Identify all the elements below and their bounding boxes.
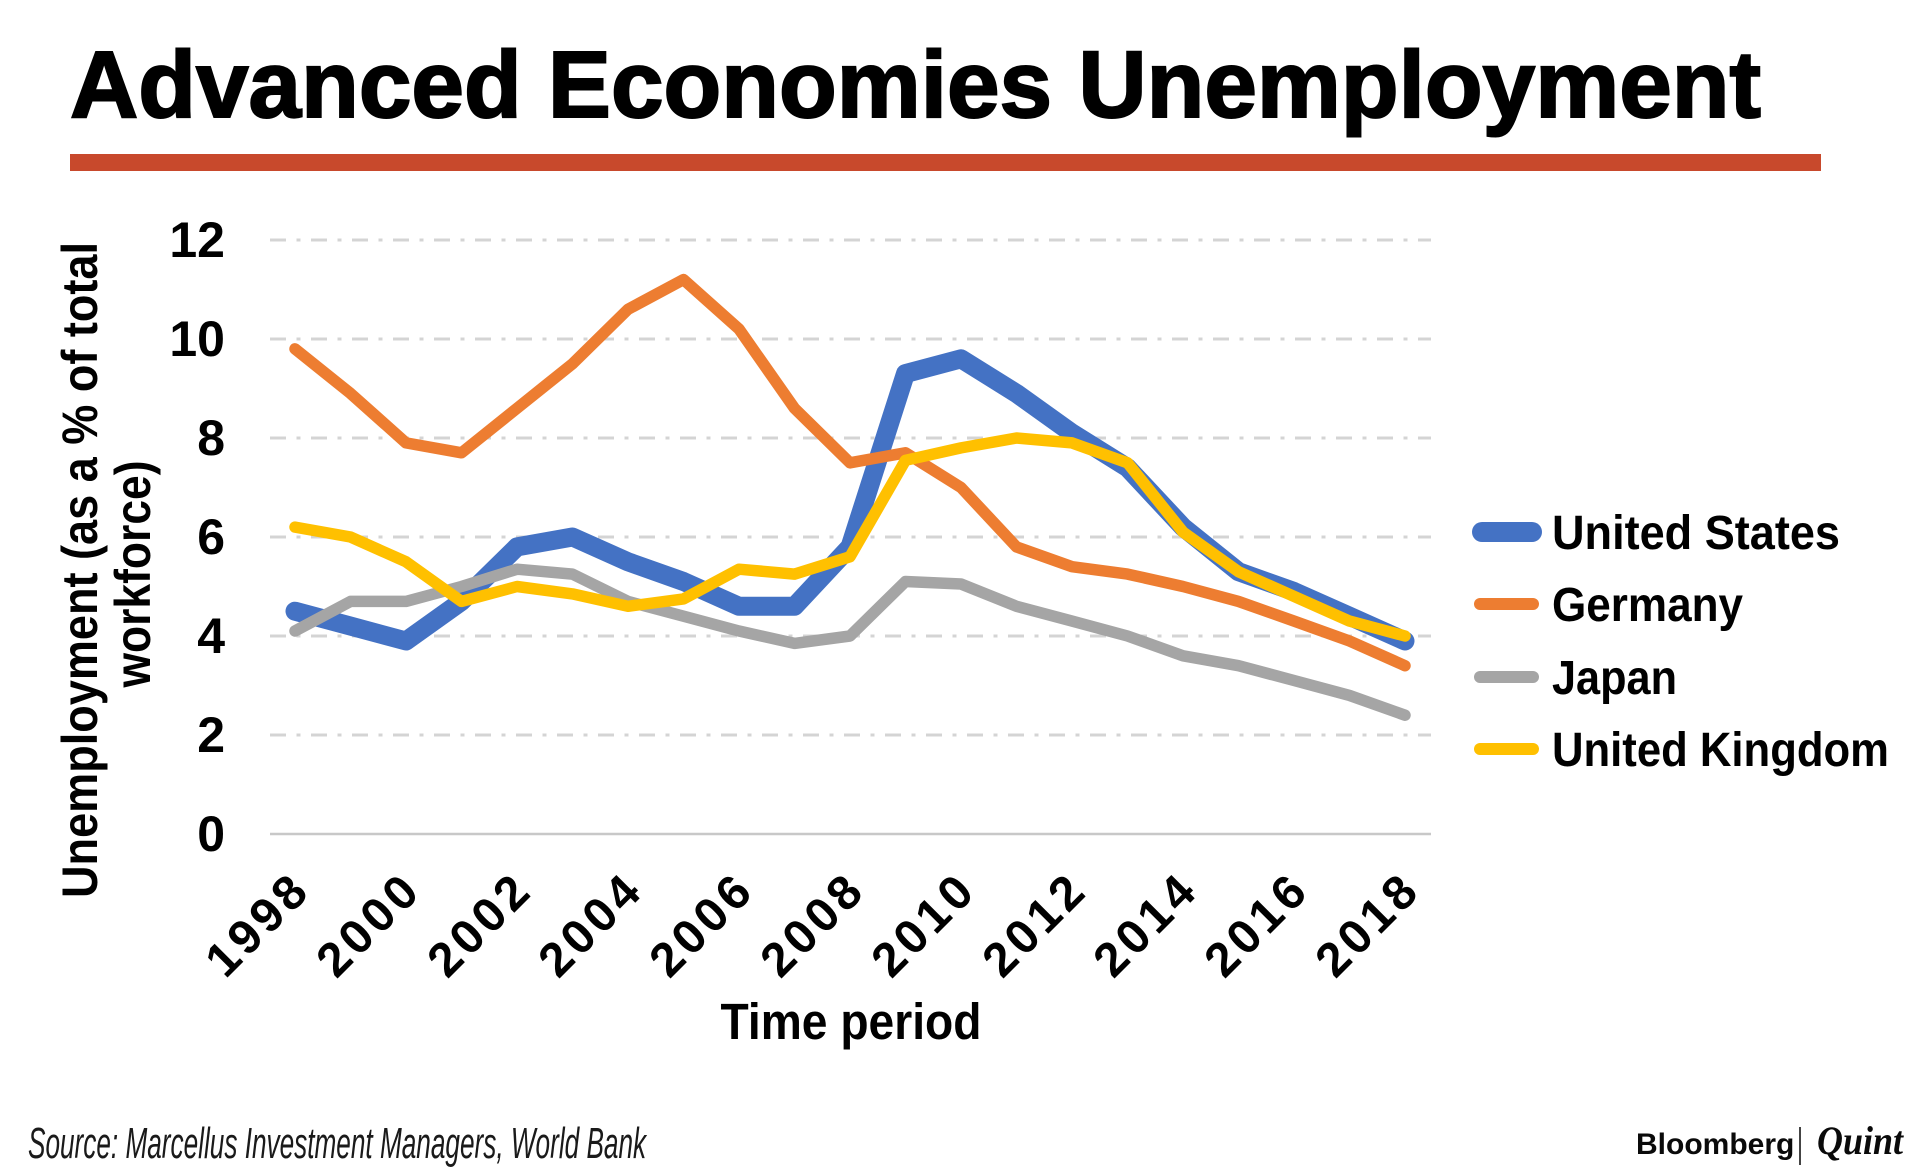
svg-text:United States: United States: [1552, 507, 1840, 560]
svg-text:Bloomberg: Bloomberg: [1636, 1128, 1794, 1161]
svg-text:8: 8: [197, 410, 225, 466]
svg-text:Source: Marcellus Investment M: Source: Marcellus Investment Managers, W…: [28, 1118, 647, 1168]
svg-text:6: 6: [197, 509, 225, 565]
svg-text:Germany: Germany: [1552, 579, 1743, 632]
svg-text:0: 0: [197, 806, 225, 862]
svg-text:Unemployment (as a % of total: Unemployment (as a % of total: [52, 242, 108, 898]
svg-text:Time period: Time period: [721, 993, 982, 1050]
svg-text:12: 12: [169, 212, 225, 268]
svg-text:Quint: Quint: [1817, 1118, 1905, 1163]
svg-text:10: 10: [169, 311, 225, 367]
svg-text:workforce): workforce): [105, 461, 161, 689]
svg-text:United Kingdom: United Kingdom: [1552, 724, 1889, 777]
svg-text:2: 2: [197, 707, 225, 763]
svg-text:Japan: Japan: [1552, 652, 1677, 705]
svg-text:4: 4: [197, 608, 225, 664]
svg-text:Advanced Economies Unemploymen: Advanced Economies Unemployment: [70, 32, 1761, 138]
